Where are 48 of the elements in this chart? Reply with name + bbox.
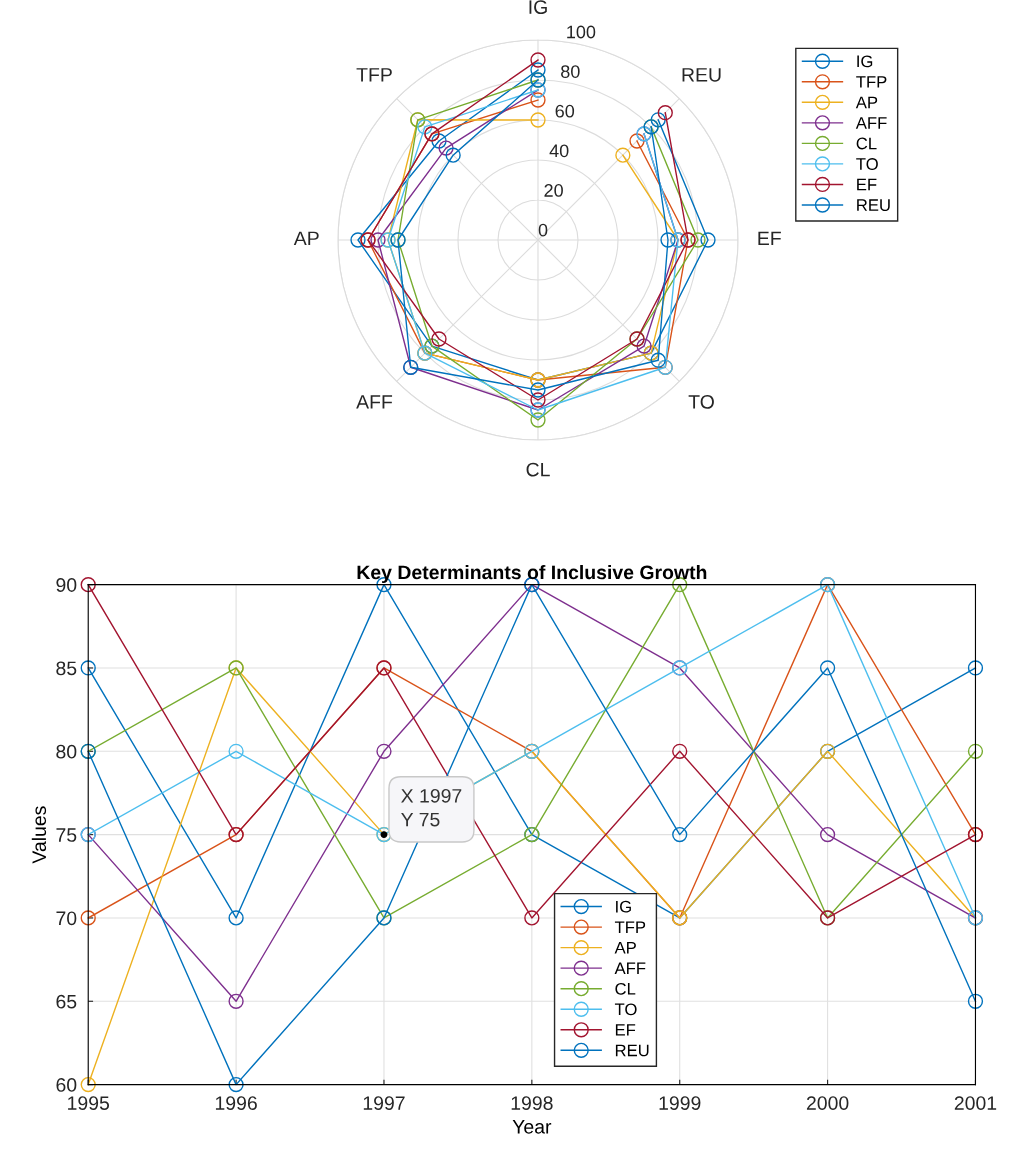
legend-label: TO: [856, 158, 878, 170]
x-axis-title: Year: [512, 1120, 552, 1134]
spoke-label: AP: [293, 231, 319, 246]
legend-label: REU: [857, 199, 890, 211]
legend-label: TFP: [614, 921, 646, 933]
y-tick-label: 100: [567, 25, 596, 39]
y-axis-title: Values: [31, 806, 47, 864]
y-tick-label: 80: [561, 65, 580, 78]
chart-title: Key Determinants of Inclusive Growth: [357, 564, 707, 584]
y-tick-label: 60: [555, 104, 575, 118]
legend-label: TO: [614, 1003, 637, 1016]
legend-label: CL: [856, 137, 877, 150]
legend-label: CL: [615, 982, 636, 995]
legend-label: AFF: [855, 117, 887, 129]
spoke-label: IG: [529, 0, 547, 14]
y-tick-label: 85: [56, 661, 77, 676]
x-tick-label: 1996: [215, 1096, 257, 1110]
annotation: X 1997 Y 75: [401, 788, 462, 827]
x-tick-label: 2000: [806, 1096, 849, 1110]
x-tick-label: 1998: [511, 1096, 553, 1110]
y-tick-label: 20: [544, 184, 563, 197]
x-tick-label: 1995: [68, 1096, 110, 1110]
x-tick-label: 1999: [659, 1096, 701, 1110]
legend-label: TFP: [856, 76, 887, 88]
x-tick-label: 2001: [954, 1096, 997, 1110]
spoke-label: EF: [758, 231, 781, 246]
y-tick-label: 75: [56, 828, 77, 842]
legend-label: AP: [614, 941, 636, 954]
legend-label: AP: [855, 96, 878, 109]
y-tick-label: 40: [549, 144, 569, 158]
legend-label: REU: [615, 1044, 649, 1057]
y-tick-label: 70: [56, 911, 77, 926]
spoke-label: TFP: [356, 68, 392, 82]
y-tick-label: 90: [56, 578, 77, 592]
y-tick-label: 65: [56, 994, 77, 1009]
legend-label: EF: [615, 1024, 636, 1036]
x-tick-label: 1997: [363, 1096, 405, 1110]
spoke-label: TO: [688, 394, 714, 409]
legend-label: AFF: [614, 962, 646, 974]
legend-label: IG: [616, 900, 631, 913]
y-tick-label: 60: [56, 1078, 77, 1092]
legend-label: IG: [857, 55, 873, 68]
spoke-label: CL: [526, 462, 550, 477]
spoke-label: REU: [682, 68, 721, 82]
legend-label: EF: [857, 178, 877, 191]
y-tick-label: 0: [538, 223, 548, 237]
y-tick-label: 80: [56, 744, 77, 759]
spoke-label: AFF: [356, 395, 393, 409]
